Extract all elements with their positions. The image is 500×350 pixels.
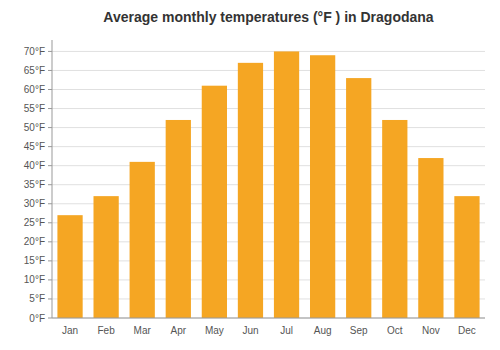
y-tick-label: 65°F [24, 65, 45, 76]
x-tick-label: Jul [280, 325, 293, 336]
y-tick [48, 146, 52, 147]
y-tick [48, 222, 52, 223]
y-axis-line [52, 40, 53, 318]
grid-line [52, 51, 485, 52]
x-axis: Jan Feb Mar Apr May Jun Jul Aug Sep Oct Nov Dec [52, 318, 485, 336]
y-tick [48, 279, 52, 280]
bar [238, 63, 263, 318]
bar [202, 86, 227, 318]
x-tick-label: Apr [171, 325, 187, 336]
y-tick [48, 318, 52, 319]
x-tick-label: Aug [314, 325, 332, 336]
y-tick-label: 45°F [24, 141, 45, 152]
y-tick [48, 70, 52, 71]
y-tick [48, 165, 52, 166]
grid-line [52, 318, 485, 319]
y-tick-label: 5°F [29, 293, 45, 304]
y-tick-label: 30°F [24, 198, 45, 209]
bar [93, 196, 118, 318]
bar [130, 162, 155, 318]
grid-line [52, 89, 485, 90]
bar [166, 120, 191, 318]
x-tick-label: Dec [458, 325, 476, 336]
bar [346, 78, 371, 318]
y-axis: 0°F 5°F 10°F 15°F 20°F 25°F 30°F 35°F 40°F 45°F 50… [24, 40, 52, 324]
grid-line [52, 70, 485, 71]
y-tick [48, 127, 52, 128]
y-tick [48, 51, 52, 52]
bars [57, 51, 479, 318]
y-tick-label: 35°F [24, 179, 45, 190]
x-axis-line [52, 318, 485, 319]
y-tick-label: 70°F [24, 46, 45, 57]
y-tick-label: 0°F [29, 313, 45, 324]
x-tick-label: Nov [422, 325, 440, 336]
y-tick-label: 10°F [24, 274, 45, 285]
y-tick [48, 203, 52, 204]
grid [52, 51, 485, 318]
x-tick-label: May [205, 325, 224, 336]
x-tick-label: Oct [387, 325, 403, 336]
y-tick-label: 40°F [24, 160, 45, 171]
bar [274, 51, 299, 318]
grid-line [52, 108, 485, 109]
bar [57, 215, 82, 318]
y-tick-label: 60°F [24, 84, 45, 95]
y-tick [48, 241, 52, 242]
bar [454, 196, 479, 318]
x-tick-label: Sep [350, 325, 368, 336]
y-tick [48, 89, 52, 90]
y-tick-label: 15°F [24, 255, 45, 266]
x-tick-label: Jan [62, 325, 78, 336]
bar [310, 55, 335, 318]
bar [418, 158, 443, 318]
chart-container: Average monthly temperatures (°F ) in Dr… [0, 0, 500, 350]
grid-line [52, 146, 485, 147]
x-tick-label: Feb [98, 325, 116, 336]
y-tick [48, 108, 52, 109]
y-tick [48, 260, 52, 261]
y-tick [48, 184, 52, 185]
title: Average monthly temperatures (°F ) in Dr… [103, 9, 433, 25]
x-tick-label: Mar [134, 325, 152, 336]
y-tick-label: 20°F [24, 236, 45, 247]
chart: Average monthly temperatures (°F ) in Dr… [0, 0, 500, 350]
y-tick [48, 298, 52, 299]
y-tick-label: 25°F [24, 217, 45, 228]
y-tick-label: 55°F [24, 103, 45, 114]
grid-line [52, 127, 485, 128]
bar [382, 120, 407, 318]
x-tick-label: Jun [242, 325, 258, 336]
y-tick-label: 50°F [24, 122, 45, 133]
